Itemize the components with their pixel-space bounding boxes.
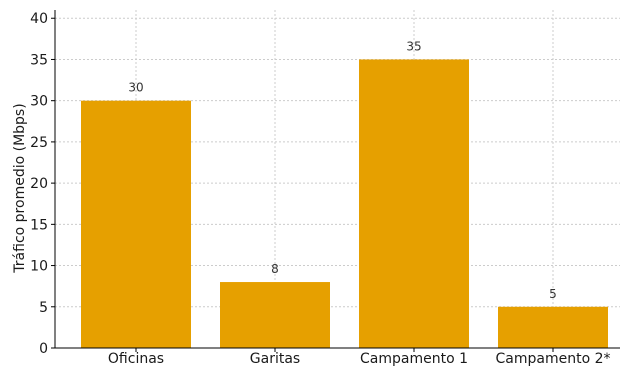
- y-tick-label: 10: [30, 259, 48, 275]
- y-tick-label: 40: [30, 11, 48, 27]
- bar-campamento-1: [359, 59, 469, 349]
- x-tick-label: Garitas: [250, 351, 300, 367]
- y-tick-label: 35: [30, 52, 48, 68]
- data-label: 8: [271, 262, 279, 276]
- y-tick-label: 30: [30, 94, 48, 110]
- y-tick-label: 15: [30, 217, 48, 233]
- data-label: 5: [549, 287, 557, 301]
- axes-layer: [51, 10, 620, 352]
- labels-layer: 0 5 10 15 20 25 30 35 40 30 8 35 5 Oficinas Garitas Cam…: [30, 11, 610, 367]
- bar-campamento-2: [498, 306, 608, 348]
- data-label: 30: [128, 81, 143, 95]
- y-tick-label: 5: [39, 300, 48, 316]
- bars-layer: [81, 59, 608, 349]
- x-tick-label: Campamento 2*: [496, 351, 611, 367]
- bar-oficinas: [81, 100, 191, 349]
- y-tick-label: 0: [39, 341, 48, 357]
- x-tick-label: Oficinas: [108, 351, 164, 367]
- y-axis-title: Tráfico promedio (Mbps): [12, 103, 28, 273]
- y-tick-label: 25: [30, 135, 48, 151]
- data-label: 35: [406, 39, 421, 53]
- bar-garitas: [220, 282, 330, 348]
- y-tick-label: 20: [30, 176, 48, 192]
- x-tick-label: Campamento 1: [360, 351, 468, 367]
